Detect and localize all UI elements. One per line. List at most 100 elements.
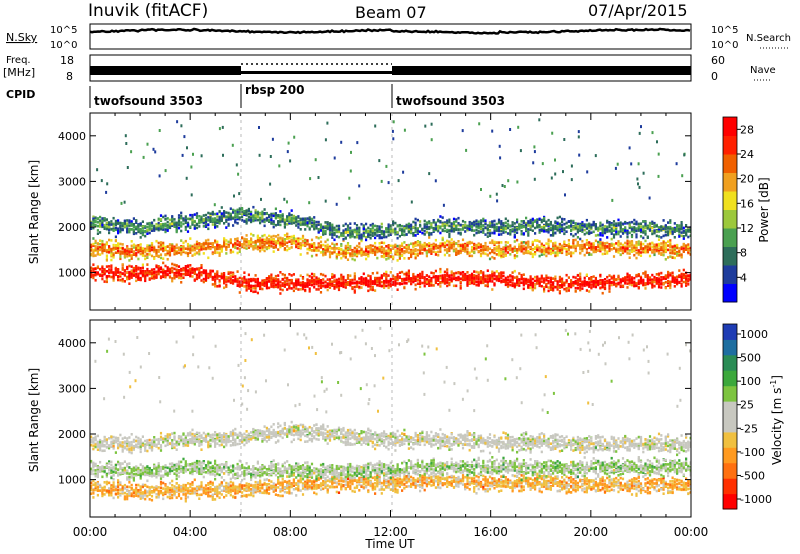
echo-cell [150, 245, 154, 249]
echo-cell [299, 221, 302, 225]
echo-cell [146, 263, 149, 266]
echo-cell [223, 274, 226, 277]
echo-cell [171, 220, 174, 224]
echo-cell [387, 249, 390, 253]
echo-cell [552, 277, 555, 280]
echo-cell [245, 289, 248, 292]
echo-cell [108, 251, 111, 254]
echo-cell [153, 277, 156, 280]
echo-cell [639, 277, 643, 280]
echo-cell [130, 269, 133, 273]
echo-cell [236, 216, 239, 219]
echo-cell [349, 254, 352, 258]
echo-cell [326, 224, 329, 228]
echo-cell [549, 286, 552, 290]
echo-cell [464, 247, 467, 251]
echo-cell [392, 274, 395, 278]
echo-cell [385, 279, 388, 283]
echo-cell [322, 228, 325, 231]
echo-cell [441, 236, 444, 240]
echo-cell [664, 243, 667, 247]
echo-cell [464, 276, 467, 280]
echo-cell [162, 261, 165, 265]
echo-cell [667, 273, 670, 276]
echo-cell [155, 254, 158, 257]
echo-cell [274, 207, 277, 211]
echo-cell [180, 275, 183, 278]
echo-cell [279, 216, 282, 219]
echo-cell [319, 284, 323, 288]
echo-cell [92, 263, 95, 266]
echo-cell [290, 246, 293, 249]
echo-cell [247, 218, 250, 222]
echo-cell [448, 241, 451, 244]
echo-cell [180, 248, 183, 251]
echo-cell [272, 277, 275, 280]
echo-cell [225, 226, 228, 229]
echo-cell [159, 275, 163, 278]
echo-cell [313, 222, 316, 225]
echo-cell [216, 240, 219, 244]
echo-cell [94, 272, 97, 275]
echo-cell [398, 257, 401, 260]
echo-cell [351, 281, 354, 285]
echo-cell [531, 255, 534, 259]
echo-cell [360, 222, 363, 226]
echo-cell [204, 271, 208, 274]
echo-cell [561, 247, 564, 250]
echo-cell [259, 236, 262, 240]
echo-cell [256, 277, 259, 281]
echo-cell [331, 233, 334, 237]
echo-cell [112, 224, 115, 227]
echo-cell [263, 218, 266, 221]
echo-cell [331, 242, 334, 245]
echo-cell [308, 279, 311, 282]
echo-cell [441, 274, 444, 277]
echo-cell [232, 217, 235, 220]
echo-cell [214, 241, 217, 244]
echo-cell [272, 250, 275, 253]
echo-cell [590, 286, 593, 290]
echo-cell [162, 270, 165, 273]
echo-cell [204, 221, 208, 224]
echo-cell [434, 247, 437, 250]
echo-cell [473, 274, 476, 277]
echo-cell [254, 290, 257, 293]
echo-cell [565, 248, 568, 251]
echo-cell [466, 276, 469, 280]
echo-cell [599, 239, 602, 243]
echo-cell [103, 245, 106, 248]
echo-cell [380, 284, 383, 288]
echo-cell [579, 288, 582, 292]
echo-cell [123, 252, 126, 256]
echo-cell [319, 291, 323, 294]
echo-cell [603, 282, 607, 286]
echo-cell [626, 252, 629, 255]
echo-cell [101, 277, 104, 281]
echo-cell [214, 218, 217, 222]
echo-cell [292, 286, 295, 289]
echo-cell [639, 279, 643, 283]
echo-cell [103, 225, 106, 229]
echo-cell [252, 215, 255, 218]
echo-cell [288, 212, 291, 215]
echo-cell [105, 221, 108, 225]
echo-cell [534, 279, 537, 283]
echo-cell [655, 277, 658, 280]
echo-cell [617, 240, 620, 243]
echo-cell [355, 249, 359, 253]
echo-cell [455, 249, 458, 252]
echo-cell [184, 218, 187, 222]
echo-cell [448, 249, 451, 253]
echo-cell [628, 241, 631, 245]
echo-cell [545, 274, 548, 278]
echo-cell [362, 277, 365, 280]
echo-cell [270, 285, 273, 288]
echo-cell [313, 227, 316, 231]
echo-cell [250, 244, 253, 248]
echo-cell [635, 251, 638, 255]
echo-cell [374, 280, 377, 283]
echo-cell [153, 271, 156, 274]
echo-cell [241, 243, 244, 246]
echo-cell [554, 246, 557, 249]
